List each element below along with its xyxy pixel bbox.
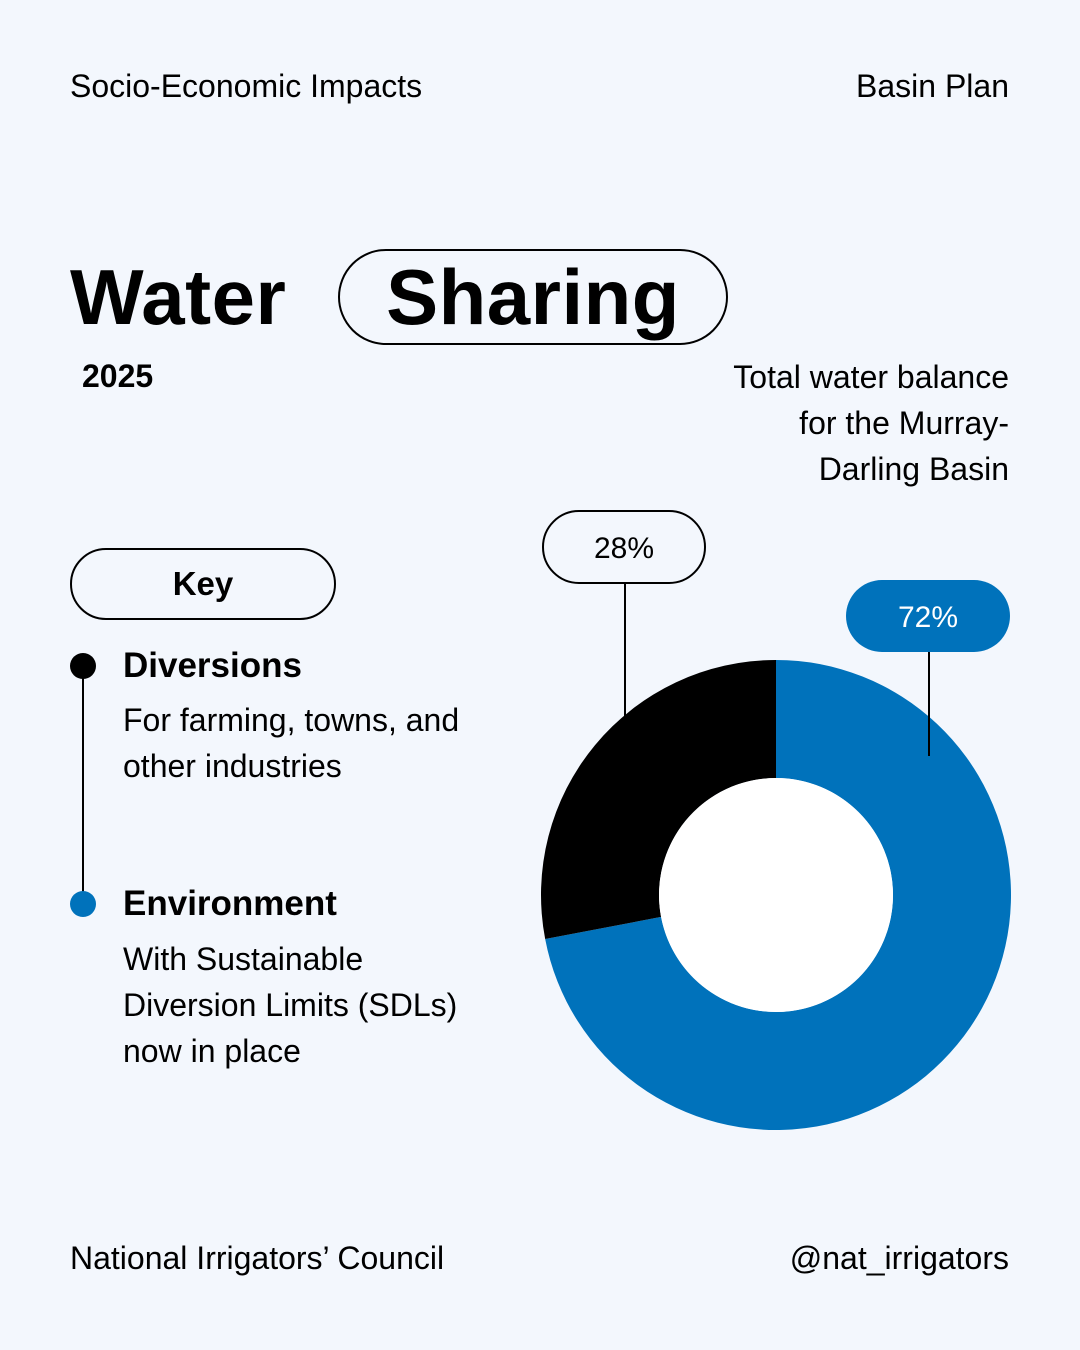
header-left-label: Socio-Economic Impacts <box>70 68 423 104</box>
donut-slice-environment <box>545 660 1011 1130</box>
key-label: Key <box>172 565 234 602</box>
key-description-diversions: For farming, towns, and other industries <box>123 702 460 784</box>
key-description-environment: With Sustainable Diversion Limits (SDLs)… <box>123 941 458 1069</box>
donut-hole <box>659 778 893 1012</box>
title-word-water: Water <box>70 253 287 341</box>
donut-slice-diversions <box>540 660 776 940</box>
data-label-diversions: 28% <box>594 532 654 565</box>
key-heading-environment: Environment <box>123 884 337 923</box>
header-right-label: Basin Plan <box>856 68 1009 104</box>
footer-handle: @nat_irrigators <box>789 1240 1009 1276</box>
diversions-dot-icon <box>70 653 96 679</box>
environment-dot-icon <box>70 891 96 917</box>
donut-chart: 72% 28% <box>540 510 1011 1130</box>
key-connector-line <box>82 666 84 904</box>
callout-box-environment <box>846 580 1010 652</box>
callout-box-diversions <box>542 510 706 584</box>
key-heading-diversions: Diversions <box>123 646 302 685</box>
key-pill: Key <box>70 548 336 620</box>
title-word-sharing: Sharing <box>386 253 680 341</box>
title-pill: Sharing <box>338 249 728 345</box>
footer-organization: National Irrigators’ Council <box>70 1240 445 1276</box>
title-year: 2025 <box>82 358 154 394</box>
chart-title: Total water balance for the Murray-Darli… <box>733 359 1009 487</box>
data-label-environment: 72% <box>898 601 958 634</box>
